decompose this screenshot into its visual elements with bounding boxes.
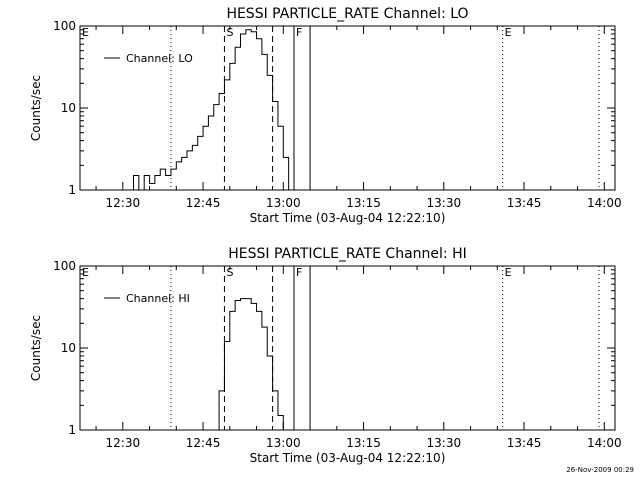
panel-1-x-tick-label: 13:00: [266, 196, 301, 210]
panel-2-marker-label: F: [296, 266, 302, 279]
panel-2-title: HESSI PARTICLE_RATE Channel: HI: [228, 246, 466, 262]
panel-2-x-axis-label: Start Time (03-Aug-04 12:22:10): [250, 451, 446, 465]
panel-2-series-line-1: [213, 298, 284, 431]
panel-2-x-tick-label: 14:00: [587, 436, 622, 450]
panel-1-marker-label: F: [296, 26, 302, 39]
panel-1-y-tick-label: 1: [68, 183, 76, 197]
footer-date: 26-Nov-2009 00:29: [566, 466, 634, 474]
panel-2-y-tick-label: 100: [53, 259, 76, 273]
panel-2-marker-label: S: [226, 266, 233, 279]
panel-1-title: HESSI PARTICLE_RATE Channel: LO: [226, 6, 468, 22]
panel-1-series-line-1: [128, 29, 290, 191]
panel-1-x-axis-label: Start Time (03-Aug-04 12:22:10): [250, 211, 446, 225]
panel-1-x-tick-label: 12:30: [106, 196, 141, 210]
panel-2-frame: [79, 265, 616, 431]
panel-2-x-tick-label: 13:45: [507, 436, 542, 450]
panel-1-legend-label: Channel: LO: [126, 52, 193, 65]
panel-1-frame: [79, 25, 616, 191]
panel-1-y-tick-label: 100: [53, 19, 76, 33]
panel-2-marker-label: E: [82, 266, 89, 279]
panel-2-y-tick-label: 1: [68, 423, 76, 437]
panel-2-x-tick-label: 13:30: [427, 436, 462, 450]
panel-1-x-tick-label: 13:30: [427, 196, 462, 210]
panel-1-marker-label: E: [505, 26, 512, 39]
panel-1-x-tick-label: 12:45: [186, 196, 221, 210]
panel-1-y-tick-label: 10: [61, 101, 76, 115]
panel-2-x-tick-label: 12:45: [186, 436, 221, 450]
panel-1-marker-label: S: [226, 26, 233, 39]
panel-1-x-tick-label: 13:15: [346, 196, 381, 210]
panel-2-legend-label: Channel: HI: [126, 292, 190, 305]
panel-1-x-tick-label: 13:45: [507, 196, 542, 210]
panel-1-y-axis-label: Counts/sec: [29, 75, 43, 141]
panel-2-y-tick-label: 10: [61, 341, 76, 355]
panel-1-x-tick-label: 14:00: [587, 196, 622, 210]
panel-2-x-tick-label: 12:30: [106, 436, 141, 450]
panel-2-x-tick-label: 13:00: [266, 436, 301, 450]
panel-1-marker-label: E: [82, 26, 89, 39]
panel-2-x-tick-label: 13:15: [346, 436, 381, 450]
panel-2-y-axis-label: Counts/sec: [29, 315, 43, 381]
panel-2-marker-label: E: [505, 266, 512, 279]
